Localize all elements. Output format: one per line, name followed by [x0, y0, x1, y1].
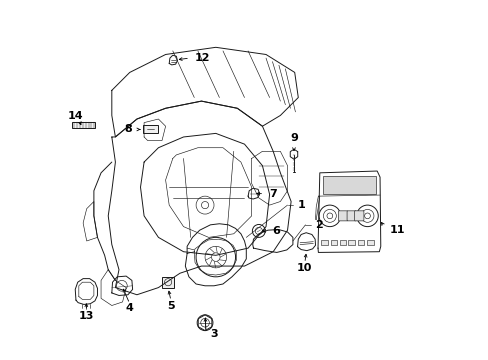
FancyBboxPatch shape: [330, 240, 336, 245]
FancyBboxPatch shape: [322, 176, 375, 194]
FancyBboxPatch shape: [162, 277, 174, 288]
FancyBboxPatch shape: [143, 126, 158, 134]
FancyBboxPatch shape: [357, 240, 364, 245]
FancyBboxPatch shape: [339, 240, 346, 245]
FancyBboxPatch shape: [338, 211, 347, 221]
Text: 6: 6: [272, 226, 280, 236]
FancyBboxPatch shape: [366, 240, 373, 245]
FancyBboxPatch shape: [346, 211, 356, 221]
Text: 13: 13: [79, 311, 94, 320]
Text: 5: 5: [167, 301, 174, 311]
Text: 10: 10: [296, 263, 312, 273]
FancyBboxPatch shape: [72, 122, 95, 128]
Text: 3: 3: [210, 329, 218, 339]
Text: 11: 11: [389, 225, 405, 235]
FancyBboxPatch shape: [354, 211, 363, 221]
Text: 1: 1: [297, 200, 305, 210]
Text: 2: 2: [315, 220, 323, 230]
Text: 7: 7: [268, 189, 276, 199]
FancyBboxPatch shape: [321, 240, 327, 245]
Text: 9: 9: [289, 133, 297, 143]
Text: 8: 8: [124, 125, 132, 134]
FancyBboxPatch shape: [348, 240, 354, 245]
Text: 12: 12: [195, 53, 210, 63]
Text: 14: 14: [67, 111, 83, 121]
Text: 4: 4: [125, 303, 133, 314]
